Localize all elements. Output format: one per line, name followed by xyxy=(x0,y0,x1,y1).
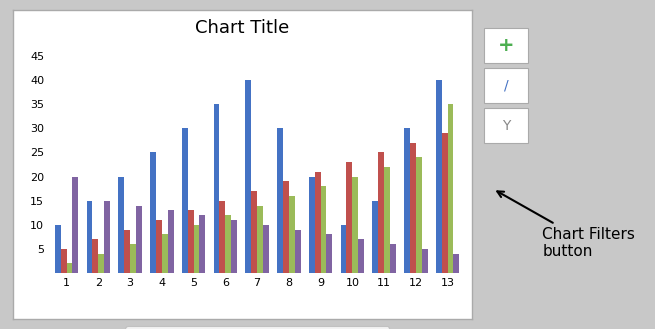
Bar xyxy=(416,157,422,273)
Bar xyxy=(390,244,396,273)
Bar xyxy=(277,128,283,273)
Bar xyxy=(67,264,73,273)
Bar xyxy=(404,128,410,273)
FancyBboxPatch shape xyxy=(483,68,528,103)
Bar xyxy=(410,143,416,273)
Bar xyxy=(225,215,231,273)
Bar xyxy=(182,128,188,273)
Bar xyxy=(61,249,67,273)
Bar xyxy=(214,104,219,273)
Bar xyxy=(104,201,110,273)
Text: Chart Title: Chart Title xyxy=(195,19,290,37)
Bar xyxy=(55,225,61,273)
Bar xyxy=(246,80,252,273)
Bar xyxy=(86,201,92,273)
Bar xyxy=(98,254,104,273)
Text: +: + xyxy=(498,36,514,55)
Bar xyxy=(252,191,257,273)
Bar xyxy=(92,239,98,273)
Bar xyxy=(119,177,124,273)
Bar xyxy=(326,235,332,273)
Bar xyxy=(352,177,358,273)
FancyBboxPatch shape xyxy=(483,28,528,63)
FancyBboxPatch shape xyxy=(483,108,528,143)
Bar xyxy=(162,235,168,273)
Bar xyxy=(378,152,384,273)
Bar xyxy=(422,249,428,273)
Bar xyxy=(130,244,136,273)
Bar xyxy=(231,220,237,273)
Bar xyxy=(309,177,314,273)
Bar xyxy=(168,210,174,273)
Bar xyxy=(156,220,162,273)
Text: Chart Filters
button: Chart Filters button xyxy=(497,191,635,259)
Bar xyxy=(188,210,194,273)
Bar xyxy=(372,201,378,273)
Bar xyxy=(283,181,289,273)
Bar xyxy=(436,80,441,273)
Bar xyxy=(453,254,459,273)
Bar xyxy=(257,206,263,273)
Bar xyxy=(289,196,295,273)
Bar xyxy=(263,225,269,273)
Bar xyxy=(73,177,79,273)
Legend: Series1, Series2, Series3, Series4: Series1, Series2, Series3, Series4 xyxy=(125,326,389,329)
Bar xyxy=(219,201,225,273)
Bar xyxy=(136,206,142,273)
Bar xyxy=(346,162,352,273)
Bar xyxy=(341,225,346,273)
Bar xyxy=(358,239,364,273)
Text: Y: Y xyxy=(502,118,510,133)
Text: /: / xyxy=(504,79,508,92)
Bar xyxy=(200,215,205,273)
Bar xyxy=(320,186,326,273)
Bar xyxy=(441,133,447,273)
Bar xyxy=(194,225,200,273)
Bar xyxy=(384,167,390,273)
Bar xyxy=(295,230,301,273)
Bar xyxy=(314,172,320,273)
Bar xyxy=(150,152,156,273)
Bar xyxy=(124,230,130,273)
Bar xyxy=(447,104,453,273)
